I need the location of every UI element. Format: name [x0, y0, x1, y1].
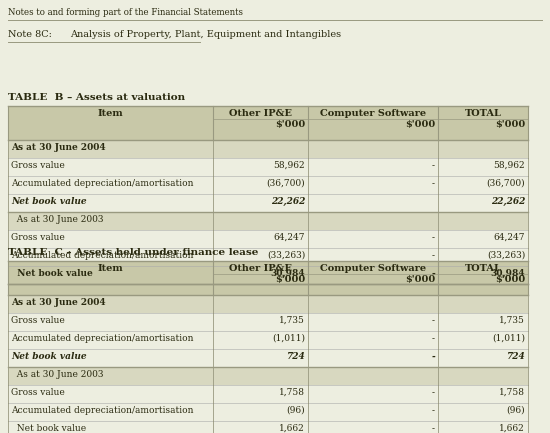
Bar [8, 106, 528, 140]
Text: $'000: $'000 [495, 120, 525, 129]
Text: Item: Item [98, 264, 123, 273]
Text: 724: 724 [506, 352, 525, 361]
Text: -: - [432, 233, 435, 242]
Text: -: - [432, 251, 435, 260]
Text: $'000: $'000 [275, 275, 305, 284]
Bar [8, 212, 528, 230]
Bar [8, 313, 528, 331]
Text: Net book value: Net book value [11, 269, 93, 278]
Text: TABLE  C – Assets held under finance lease: TABLE C – Assets held under finance leas… [8, 248, 258, 257]
Text: (96): (96) [287, 406, 305, 415]
Text: As at 30 June 2003: As at 30 June 2003 [11, 215, 103, 224]
Bar [8, 367, 528, 385]
Text: Note 8C:: Note 8C: [8, 30, 52, 39]
Text: Gross value: Gross value [11, 388, 65, 397]
Text: (1,011): (1,011) [492, 334, 525, 343]
Bar [8, 421, 528, 433]
Text: -: - [432, 388, 435, 397]
Text: (33,263): (33,263) [487, 251, 525, 260]
Text: $'000: $'000 [495, 275, 525, 284]
Bar [8, 140, 528, 158]
Text: Gross value: Gross value [11, 161, 65, 170]
Text: Notes to and forming part of the Financial Statements: Notes to and forming part of the Financi… [8, 8, 243, 17]
Bar [8, 331, 528, 349]
Text: 1,758: 1,758 [499, 388, 525, 397]
Text: 1,758: 1,758 [279, 388, 305, 397]
Text: 1,735: 1,735 [279, 316, 305, 325]
Bar [8, 176, 528, 194]
Text: -: - [431, 269, 435, 278]
Text: Gross value: Gross value [11, 316, 65, 325]
Text: As at 30 June 2004: As at 30 June 2004 [11, 143, 106, 152]
Text: 30,984: 30,984 [271, 269, 305, 278]
Text: $'000: $'000 [275, 120, 305, 129]
Text: -: - [432, 179, 435, 188]
Text: Accumulated depreciation/amortisation: Accumulated depreciation/amortisation [11, 334, 194, 343]
Text: Computer Software: Computer Software [320, 264, 426, 273]
Bar [8, 230, 528, 248]
Text: 22,262: 22,262 [271, 197, 305, 206]
Text: 58,962: 58,962 [273, 161, 305, 170]
Text: Other IP&E: Other IP&E [229, 109, 292, 118]
Bar [8, 403, 528, 421]
Text: Accumulated depreciation/amortisation: Accumulated depreciation/amortisation [11, 179, 194, 188]
Text: -: - [432, 406, 435, 415]
Text: 724: 724 [286, 352, 305, 361]
Text: -: - [432, 316, 435, 325]
Text: -: - [432, 334, 435, 343]
Text: 64,247: 64,247 [273, 233, 305, 242]
Text: Other IP&E: Other IP&E [229, 264, 292, 273]
Text: (1,011): (1,011) [272, 334, 305, 343]
Bar [8, 158, 528, 176]
Text: 30,984: 30,984 [491, 269, 525, 278]
Text: Item: Item [98, 109, 123, 118]
Text: (36,700): (36,700) [486, 179, 525, 188]
Bar [8, 261, 528, 295]
Text: 64,247: 64,247 [493, 233, 525, 242]
Text: Accumulated depreciation/amortisation: Accumulated depreciation/amortisation [11, 406, 194, 415]
Text: TOTAL: TOTAL [465, 109, 502, 118]
Text: Accumulated depreciation/amortisation: Accumulated depreciation/amortisation [11, 251, 194, 260]
Bar [8, 385, 528, 403]
Text: (36,700): (36,700) [266, 179, 305, 188]
Text: 1,662: 1,662 [499, 424, 525, 433]
Bar [8, 266, 528, 284]
Text: $'000: $'000 [405, 120, 435, 129]
Text: 58,962: 58,962 [493, 161, 525, 170]
Text: Net book value: Net book value [11, 352, 87, 361]
Bar [8, 349, 528, 367]
Bar [8, 194, 528, 212]
Text: 1,735: 1,735 [499, 316, 525, 325]
Bar [8, 248, 528, 266]
Text: TABLE  B – Assets at valuation: TABLE B – Assets at valuation [8, 93, 185, 102]
Bar [8, 295, 528, 313]
Text: TOTAL: TOTAL [465, 264, 502, 273]
Text: Net book value: Net book value [11, 424, 86, 433]
Text: (33,263): (33,263) [267, 251, 305, 260]
Text: As at 30 June 2004: As at 30 June 2004 [11, 298, 106, 307]
Text: (96): (96) [507, 406, 525, 415]
Text: Analysis of Property, Plant, Equipment and Intangibles: Analysis of Property, Plant, Equipment a… [70, 30, 341, 39]
Text: Computer Software: Computer Software [320, 109, 426, 118]
Text: -: - [432, 424, 435, 433]
Text: Gross value: Gross value [11, 233, 65, 242]
Text: Net book value: Net book value [11, 197, 87, 206]
Text: 1,662: 1,662 [279, 424, 305, 433]
Text: $'000: $'000 [405, 275, 435, 284]
Text: -: - [431, 352, 435, 361]
Text: 22,262: 22,262 [491, 197, 525, 206]
Text: As at 30 June 2003: As at 30 June 2003 [11, 370, 103, 379]
Text: -: - [432, 161, 435, 170]
